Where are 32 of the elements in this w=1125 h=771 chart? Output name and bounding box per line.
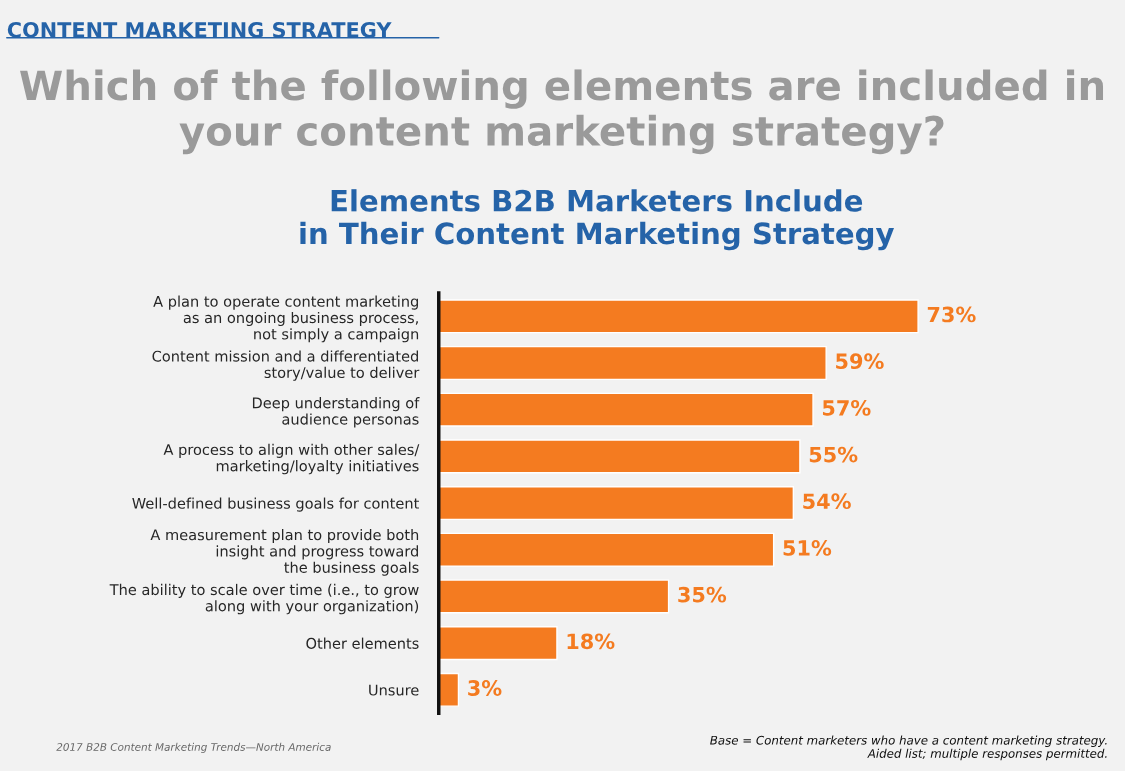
- data-label: 35%: [678, 586, 727, 603]
- bar: [438, 345, 827, 381]
- bar: [438, 672, 460, 707]
- y-tick-label: Other elements: [306, 637, 419, 649]
- y-tick-label: A process to align with other sales/ marketing/loyalty initiatives: [163, 443, 420, 475]
- bar: [438, 439, 801, 474]
- y-tick-label: Content mission and a differentiated story/value to deliver: [152, 350, 420, 381]
- y-tick-label: A plan to operate content marketing as an ongoing business process, not simply a campaign: [153, 295, 419, 343]
- data-label: 54%: [803, 493, 851, 510]
- chart-subtitle: Elements B2B Marketers Include in Their Content Marketing Strategy: [300, 189, 894, 251]
- text: Base = Content marketers who have a content marketing strategy. Aided list; multiple responses permitted.: [710, 735, 1107, 761]
- bar: [438, 626, 558, 661]
- text: 2017 B2B Content Marketing Trends—North America: [56, 742, 331, 753]
- data-label: 3%: [468, 680, 502, 696]
- bar: [438, 532, 775, 567]
- y-tick-label: Well-defined business goals for content: [132, 497, 419, 512]
- bar: [438, 579, 670, 614]
- bar: [438, 486, 795, 521]
- data-label: 55%: [809, 446, 858, 463]
- y-tick-label: Unsure: [369, 684, 419, 696]
- data-label: 51%: [783, 540, 832, 556]
- data-label: 73%: [927, 306, 976, 323]
- chart-title: Which of the following elements are included in your content marketing strategy?: [20, 69, 1104, 155]
- y-tick-label: Deep understanding of audience personas: [252, 397, 420, 428]
- data-label: 57%: [822, 399, 871, 416]
- text: CONTENT MARKETING STRATEGY: [7, 21, 392, 38]
- bar: [438, 299, 919, 334]
- data-label: 18%: [567, 633, 615, 650]
- y-tick-label: The ability to scale over time (i.e., to grow along with your organization): [109, 583, 419, 615]
- data-label: 59%: [836, 353, 884, 370]
- y-tick-label: A measurement plan to provide both insight and progress toward the business goals: [150, 529, 419, 576]
- bar: [438, 392, 814, 427]
